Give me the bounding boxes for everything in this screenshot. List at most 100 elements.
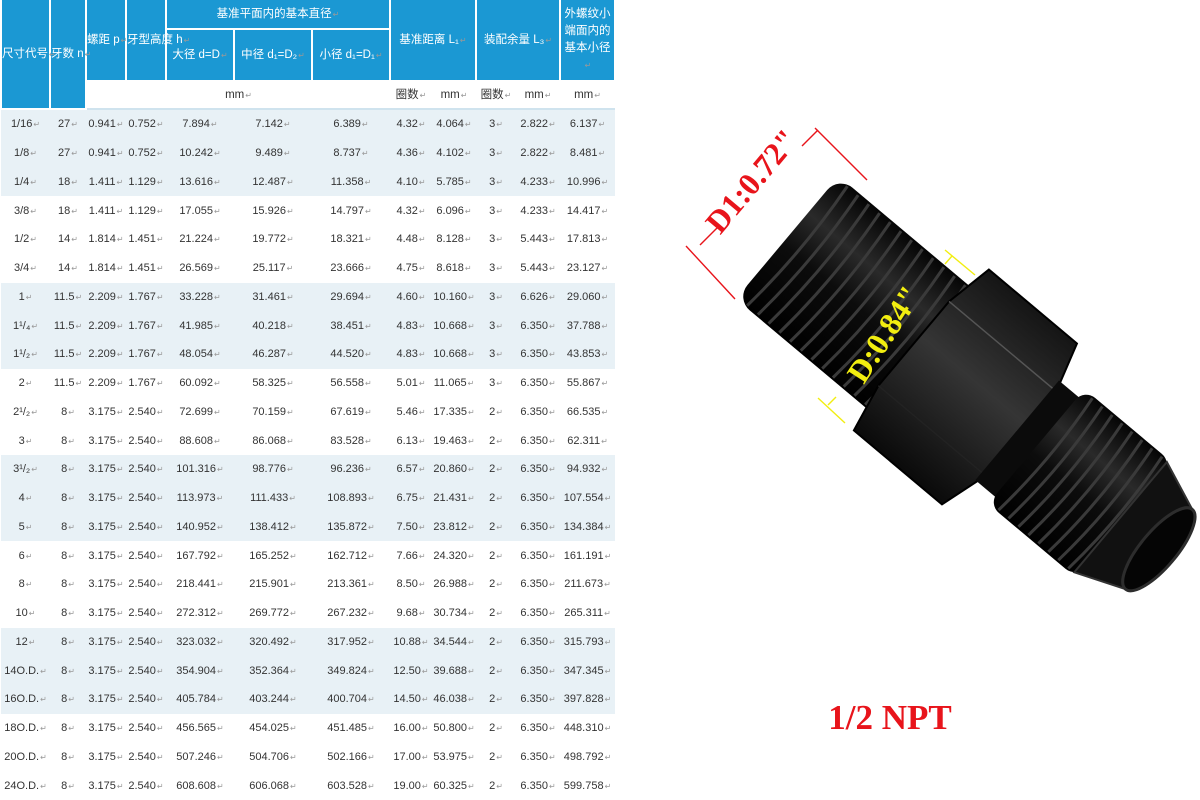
cell-value: 4.32: [396, 205, 425, 217]
cell-value: 1.411: [89, 176, 123, 188]
unit-l3-turns: 圈数: [476, 81, 517, 110]
table-cell: 7.50: [390, 512, 433, 542]
table-cell: 23.666: [312, 254, 390, 283]
table-cell: 2.540: [126, 656, 166, 685]
cell-value: 58.325: [252, 377, 293, 389]
cell-value: 456.565: [176, 722, 223, 734]
table-cell: 12.487: [234, 167, 312, 197]
table-row: 883.1752.540218.441215.901213.3618.5026.…: [1, 570, 615, 599]
table-cell: 48.054: [166, 340, 234, 369]
cell-value: 6.350: [520, 435, 555, 447]
table-cell: 4.36: [390, 138, 433, 168]
cell-value: 5: [19, 521, 33, 533]
table-cell: 2: [476, 743, 516, 772]
table-cell: 215.901: [234, 570, 312, 599]
table-cell: 14: [50, 225, 86, 254]
table-cell: 46.038: [432, 685, 477, 714]
cell-value: 5.785: [436, 176, 471, 188]
cell-value: 606.068: [249, 780, 296, 792]
table-cell: 0.941: [86, 109, 126, 139]
table-cell: 6.13: [390, 426, 432, 455]
cell-value: 2.540: [128, 463, 163, 475]
table-row: 1/2 14 1.814 1.451 21.224 19.772 18.321 4.48 8.1…: [1, 225, 615, 254]
table-cell: 11.5: [50, 311, 86, 340]
cell-value: 107.554: [564, 492, 611, 504]
cell-value: 8: [61, 693, 75, 705]
table-cell: 50.800: [432, 714, 476, 743]
cell-value: 2: [489, 693, 503, 705]
table-cell: 70.159: [234, 398, 312, 427]
cell-value: 2.540: [128, 607, 163, 619]
cell-value: 29.694: [330, 291, 371, 303]
header-major: 大径 d=D: [165, 29, 235, 82]
cell-value: 400.704: [327, 693, 374, 705]
table-cell: 11.358: [312, 167, 391, 197]
table-row: 1/8 27 0.941 0.752 10.242 9.489 8.737 4.36 4.102…: [1, 138, 616, 168]
cell-value: 46.038: [433, 693, 474, 705]
cell-value: 4.10: [396, 176, 425, 188]
cell-value: 3¹/₂: [13, 463, 38, 475]
cell-value: 10.668: [433, 320, 474, 332]
cell-value: 4.233: [520, 205, 555, 217]
cell-value: 56.558: [330, 377, 371, 389]
cell-value: 8.618: [436, 262, 471, 274]
cell-value: 3: [489, 147, 503, 159]
table-cell: 3.175: [86, 685, 126, 714]
table-cell: 606.068: [234, 771, 312, 800]
table-cell: 56.558: [312, 369, 390, 398]
cell-value: 167.792: [176, 550, 223, 562]
cell-value: 8: [61, 435, 75, 447]
table-cell: 6.350: [516, 483, 561, 513]
table-cell: 18O.D.: [1, 714, 50, 743]
cell-value: 352.364: [249, 665, 296, 677]
table-row: 12 8 3.175 2.540 323.032 320.492 317.952 10.88 3…: [1, 627, 616, 657]
cell-value: 3: [489, 233, 503, 245]
table-cell: 26.569: [166, 254, 234, 283]
cell-value: 14O.D.: [4, 665, 47, 677]
table-cell: 46.287: [234, 340, 312, 369]
cell-value: 101.316: [176, 463, 223, 475]
table-cell: 3: [476, 369, 516, 398]
table-row: 5 8 3.175 2.540 140.952 138.412 135.872 7.50 23.…: [1, 512, 616, 542]
cell-value: 2: [489, 406, 503, 418]
cell-value: 14: [58, 233, 78, 245]
table-cell: 1.814: [86, 225, 126, 254]
table-row: 20O.D. 8 3.175 2.540 507.246 504.706 502.166 17…: [1, 743, 615, 772]
table-cell: 4.83: [390, 340, 433, 369]
table-cell: 1.411: [86, 167, 126, 197]
cell-value: 60.092: [179, 377, 220, 389]
table-row: 1¹/₄ 11.5 2.209 1.767 41.985 40.218 38.451 4.83…: [1, 311, 616, 340]
cell-value: 6.389: [333, 118, 368, 130]
table-cell: 1.451: [126, 254, 166, 283]
table-cell: 3/4: [1, 254, 50, 283]
table-cell: 16O.D.: [1, 685, 50, 714]
cell-value: 6.350: [520, 550, 555, 562]
table-cell: 8.50: [390, 570, 432, 599]
table-cell: 5.46: [390, 398, 432, 427]
table-cell: 3¹/₂: [1, 455, 50, 484]
cell-value: 20O.D.: [4, 751, 47, 763]
table-cell: 60.092: [166, 369, 234, 398]
table-cell: 10.242: [166, 138, 234, 168]
cell-value: 10.996: [567, 176, 608, 188]
table-cell: 2: [476, 512, 517, 542]
cell-value: 3.175: [88, 665, 123, 677]
cell-value: 10.88: [393, 636, 428, 648]
cell-value: 161.191: [564, 550, 611, 562]
table-row: 2 11.5 2.209 1.767 60.092 58.325 56.558 5.01 11.…: [1, 369, 615, 398]
table-cell: 1.411: [86, 196, 126, 225]
table-cell: 44.520: [312, 340, 391, 369]
table-cell: 11.065: [432, 369, 476, 398]
table-cell: 2: [476, 599, 516, 628]
table-cell: 6.137: [560, 109, 616, 139]
table-cell: 88.608: [166, 426, 234, 455]
cell-value: 2: [489, 751, 503, 763]
table-cell: 2.540: [126, 570, 166, 599]
table-cell: 211.673: [560, 570, 615, 599]
d-dimension: [817, 249, 976, 424]
cell-value: 25.117: [253, 262, 294, 274]
cell-value: 269.772: [249, 607, 296, 619]
table-cell: 24.320: [432, 541, 476, 570]
table-cell: 8: [50, 656, 86, 685]
table-cell: 2¹/₂: [1, 398, 50, 427]
